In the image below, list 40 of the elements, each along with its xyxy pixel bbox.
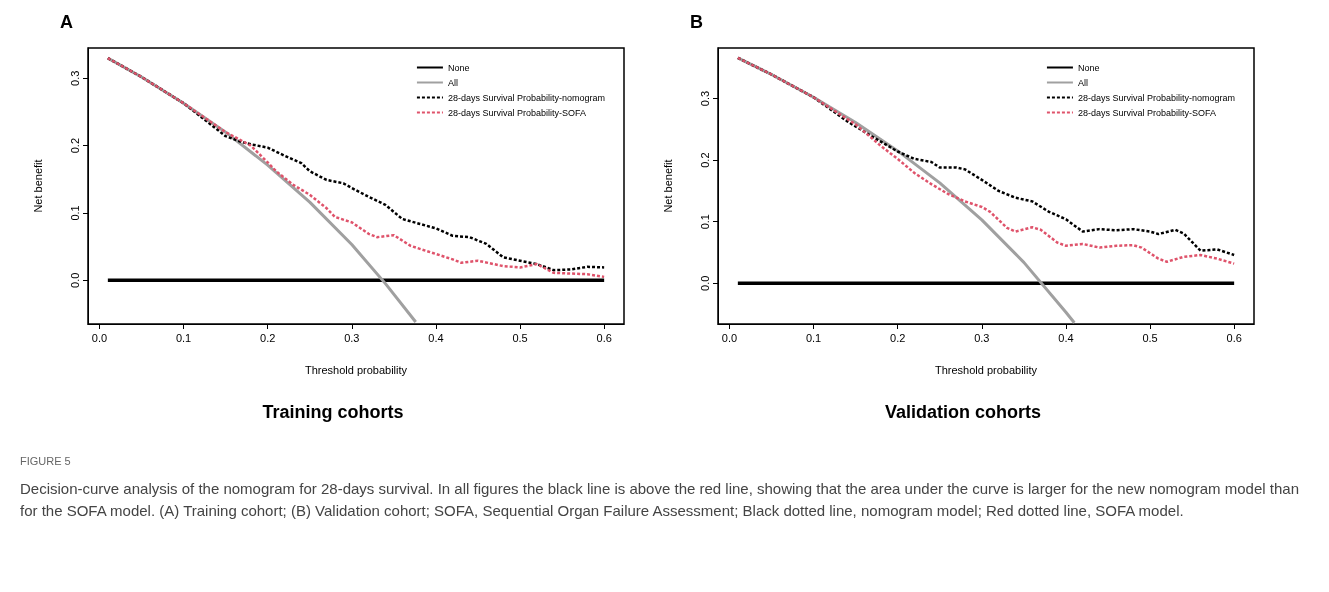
x-axis-title: Threshold probability: [304, 363, 408, 376]
y-axis-title: Net benefit: [31, 159, 44, 213]
x-tick-label: 0.1: [805, 331, 822, 344]
x-tick-label: 0.0: [721, 331, 738, 344]
y-tick-label: 0.0: [698, 275, 711, 291]
legend-label: None: [447, 62, 470, 73]
x-tick-label: 0.2: [260, 331, 276, 344]
text: Training cohorts: [262, 402, 404, 422]
y-tick-label: 0.0: [68, 272, 81, 288]
x-tick-label: 0.6: [596, 331, 612, 344]
y-tick-label: 0.3: [68, 70, 81, 86]
x-tick-label: 0.4: [1058, 331, 1074, 344]
x-tick-label: 0.5: [1142, 331, 1158, 344]
y-tick-label: 0.2: [68, 137, 81, 154]
x-tick-label: 0.4: [428, 331, 444, 344]
text: B: [690, 12, 703, 33]
x-tick-label: 0.6: [1226, 331, 1242, 344]
text: Validation cohorts: [884, 402, 1042, 422]
y-tick-label: 0.1: [68, 205, 81, 221]
y-tick-label: 0.2: [698, 152, 711, 168]
legend-label: 28-days Survival Probability-nomogram: [447, 92, 606, 103]
x-tick-label: 0.2: [890, 331, 906, 344]
legend-label: None: [1077, 62, 1100, 73]
legend-label: 28-days Survival Probability-SOFA: [1077, 107, 1216, 118]
y-axis-title: Net benefit: [661, 159, 674, 213]
text: Decision-curve analysis of the nomogram for 28-days survival. In all figures the black line is above the red line, showing that the area under the curve is larger for the new nomogram model than for the SOFA model. (A) Training cohort; (B) Validation cohort; SOFA, Sequential Organ Failure Assessment; Black dotted line, nomogram model; Red dotted line, SOFA model.: [20, 479, 1300, 521]
x-tick-label: 0.0: [91, 331, 108, 344]
caption: FIGURE 5: [20, 454, 72, 469]
x-axis-title: Threshold probability: [934, 363, 1038, 376]
legend-label: All: [447, 77, 458, 88]
legend-label: All: [1077, 77, 1088, 88]
x-tick-label: 0.5: [512, 331, 528, 344]
legend-label: 28-days Survival Probability-SOFA: [447, 107, 586, 118]
legend-label: 28-days Survival Probability-nomogram: [1077, 92, 1236, 103]
x-tick-label: 0.3: [974, 331, 990, 344]
x-tick-label: 0.1: [175, 331, 192, 344]
y-tick-label: 0.3: [698, 90, 711, 107]
text: A: [60, 12, 73, 33]
x-tick-label: 0.3: [344, 331, 360, 344]
y-tick-label: 0.1: [698, 214, 711, 230]
